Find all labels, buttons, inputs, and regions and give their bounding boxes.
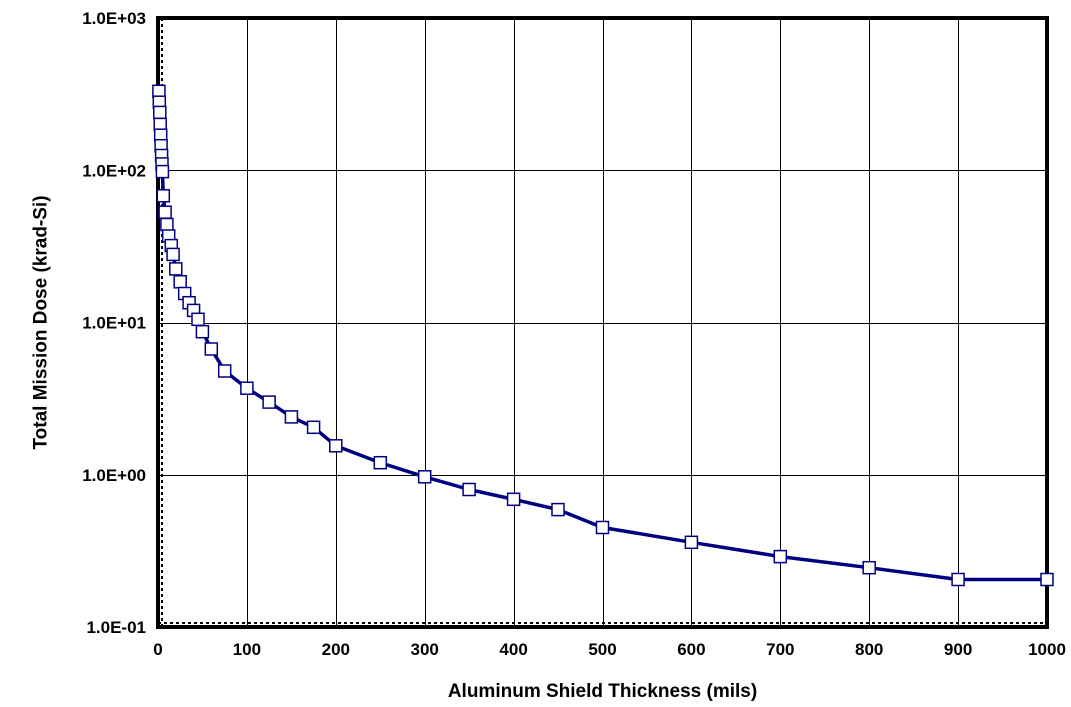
x-tick-label: 0 [153,640,162,659]
data-point-marker [173,275,187,289]
data-point-marker [417,470,432,484]
data-point-marker [284,410,299,424]
data-point-marker [862,560,876,575]
data-point-marker [462,482,476,497]
y-tick-label: 1.0E+00 [82,466,146,485]
data-point-marker [1040,572,1054,587]
series-line [157,91,1047,582]
data-point-marker [684,535,699,550]
data-point-marker [329,439,343,453]
grid [158,18,1048,628]
x-axis-title: Aluminum Shield Thickness (mils) [448,681,757,702]
y-tick-label: 1.0E+01 [82,314,146,333]
x-tick-label: 900 [944,640,972,659]
data-point-marker [155,164,170,179]
data-point-marker [773,549,788,564]
data-point-marker [951,572,965,587]
y-tick-label: 1.0E+03 [82,9,146,28]
data-point-marker [373,455,388,470]
x-tick-label: 400 [499,640,527,659]
plot-area-border [156,16,1049,629]
data-point-marker [195,324,210,339]
x-tick-label: 200 [322,640,350,659]
data-point-marker [169,262,183,276]
data-point-marker [262,395,276,409]
data-point-marker [595,520,610,535]
data-point-marker [204,342,219,356]
x-tick-label: 800 [855,640,883,659]
data-point-marker [306,420,321,435]
data-point-marker [551,502,565,517]
data-point-marker [166,247,180,262]
data-point-marker [158,205,172,219]
x-tick-label: 300 [411,640,439,659]
x-tick-label: 600 [677,640,705,659]
x-tick-label: 1000 [1028,640,1066,659]
y-tick-label: 1.0E-01 [86,618,146,637]
y-tick-label: 1.0E+02 [82,161,146,180]
y-axis-tick-labels: 1.0E-01 1.0E+00 1.0E+01 1.0E+02 1.0E+03 [82,9,146,637]
data-point-marker [156,189,171,203]
y-axis-title: Total Mission Dose (krad-Si) [31,195,52,449]
x-tick-label: 500 [588,640,616,659]
x-tick-label: 700 [766,640,794,659]
data-point-marker [217,364,232,378]
data-point-marker [191,312,205,327]
x-tick-label: 100 [233,640,261,659]
data-point-marker [153,105,167,120]
x-axis-tick-labels: 0 100 200 300 400 500 600 700 800 900 1000 [153,640,1066,659]
data-point-marker [240,381,254,395]
data-point-marker [506,492,521,507]
data-point-marker [160,217,174,232]
series-layer [152,84,1054,587]
